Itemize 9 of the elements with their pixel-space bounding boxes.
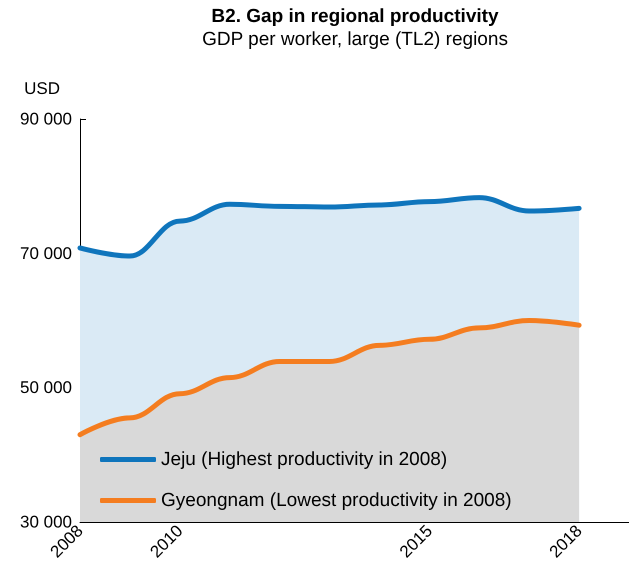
y-tick-label: 30 000 [20, 512, 72, 532]
y-axis-title: USD [24, 79, 60, 98]
y-tick-label: 50 000 [20, 378, 72, 398]
y-tick-label: 90 000 [20, 110, 72, 128]
y-tick-label: 70 000 [20, 244, 72, 263]
chart-subtitle: GDP per worker, large (TL2) regions [202, 29, 508, 50]
chart-title: B2. Gap in regional productivity [211, 6, 500, 27]
legend-label: Gyeongnam (Lowest productivity in 2008) [161, 490, 512, 511]
legend-label: Jeju (Highest productivity in 2008) [161, 449, 448, 470]
